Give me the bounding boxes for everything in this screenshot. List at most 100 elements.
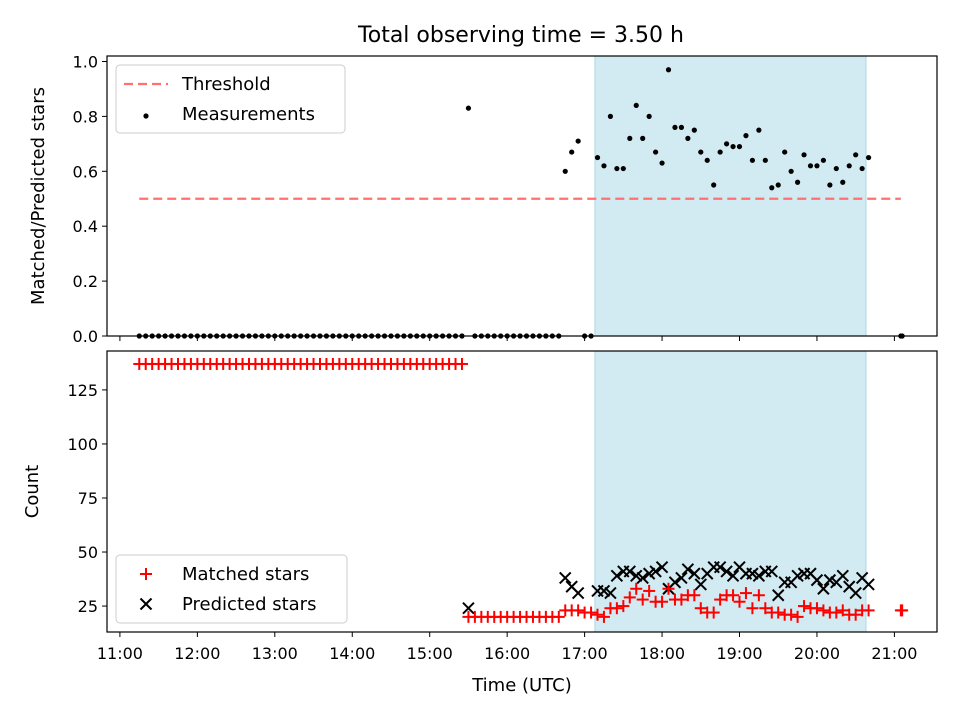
- observing-window-shade: [594, 56, 867, 336]
- matched-stars-marker: [752, 589, 765, 602]
- measurement-point: [833, 165, 839, 172]
- measurement-point: [594, 154, 601, 161]
- matched-stars-marker: [759, 602, 772, 615]
- predicted-stars-marker: [752, 569, 766, 583]
- predicted-stars-marker: [636, 571, 649, 585]
- top-y-tick-label: 0.6: [73, 162, 98, 181]
- predicted-stars-marker: [559, 571, 572, 585]
- bottom-y-tick-label: 75: [78, 489, 98, 508]
- measurement-point: [653, 149, 659, 155]
- measurement-point: [717, 149, 723, 155]
- predicted-stars-marker: [713, 560, 727, 574]
- measurement-point: [575, 138, 581, 144]
- matched-stars-marker: [714, 593, 727, 606]
- matched-stars-marker: [630, 582, 643, 595]
- x-tick-label: 16:00: [484, 644, 530, 663]
- bottom-legend: Matched stars Predicted stars: [115, 554, 348, 624]
- measurement-point: [807, 163, 814, 169]
- measurement-point: [820, 157, 827, 163]
- measurement-point: [827, 182, 833, 188]
- x-tick-label: 15:00: [407, 644, 453, 663]
- measurement-point: [691, 127, 697, 133]
- measurement-point: [756, 127, 762, 133]
- ratio-panel: 0.0 0.2 0.4 0.6 0.8 1.0 Matched/Predicted sta…: [28, 52, 938, 346]
- count-panel: 11:00 12:00 13:00 14:00 15:00 16:00 17:00 18:00…: [22, 350, 938, 696]
- matched-stars-marker: [836, 604, 849, 617]
- matched-stars-marker: [552, 610, 565, 623]
- measurement-point: [678, 124, 685, 130]
- measurement-point: [640, 135, 646, 141]
- measurement-point: [704, 157, 710, 163]
- measurement-point: [711, 182, 717, 188]
- predicted-stars-marker: [668, 576, 682, 589]
- matched-stars-marker: [810, 602, 823, 615]
- predicted-stars-marker: [681, 563, 695, 576]
- x-tick-label: 18:00: [639, 644, 685, 663]
- measurement-point: [788, 168, 794, 174]
- predicted-stars-marker: [610, 569, 624, 583]
- measurement-point: [614, 165, 620, 172]
- predicted-stars-marker: [765, 565, 778, 578]
- legend-measurements-swatch: [143, 113, 149, 119]
- measurement-point: [859, 165, 865, 172]
- matched-stars-marker: [707, 606, 720, 619]
- x-tick-label: 12:00: [174, 644, 220, 663]
- matched-stars-marker: [798, 600, 811, 613]
- matched-stars-marker: [746, 602, 759, 615]
- measurement-point: [840, 179, 846, 185]
- predicted-stars-marker: [726, 569, 740, 583]
- matched-stars-marker: [896, 604, 909, 617]
- x-tick-label: 11:00: [97, 644, 143, 663]
- matched-stars-marker: [733, 595, 746, 608]
- legend-measurements-label: Measurements: [182, 104, 315, 125]
- predicted-stars-marker: [623, 565, 636, 578]
- matched-stars-marker: [591, 608, 604, 621]
- bottom-y-axis-label: Count: [22, 465, 43, 518]
- measurement-point: [769, 185, 775, 191]
- measurement-point: [601, 163, 607, 169]
- measurement-point: [743, 133, 749, 139]
- figure-title: Total observing time = 3.50 h: [357, 23, 684, 48]
- legend-matched-label: Matched stars: [182, 564, 309, 585]
- measurement-point: [562, 168, 568, 174]
- x-tick-label: 13:00: [252, 644, 298, 663]
- measurement-point: [782, 149, 788, 155]
- predicted-stars-marker: [720, 565, 733, 578]
- matched-stars-marker: [772, 606, 785, 619]
- predicted-stars-marker: [649, 565, 662, 578]
- matched-stars-marker: [656, 595, 669, 608]
- top-y-tick-label: 1.0: [73, 52, 98, 71]
- x-tick-label: 20:00: [794, 644, 840, 663]
- top-observing-window-layer: [594, 56, 867, 336]
- bottom-legend-box: [115, 554, 348, 624]
- matched-stars-marker: [675, 593, 688, 606]
- top-y-tick-label: 0.2: [73, 272, 98, 291]
- measurement-point: [607, 113, 614, 119]
- predicted-stars-marker: [849, 586, 862, 600]
- measurement-point: [775, 182, 781, 188]
- top-legend: Threshold Measurements: [115, 64, 346, 134]
- top-y-axis-label: Matched/Predicted stars: [28, 87, 49, 305]
- matched-stars-marker: [572, 604, 585, 617]
- top-y-tick-label: 0.4: [73, 217, 98, 236]
- measurement-point: [762, 157, 768, 163]
- matched-stars-marker: [849, 608, 862, 621]
- matched-stars-marker: [623, 591, 636, 604]
- measurement-point: [659, 160, 665, 166]
- x-tick-label: 21:00: [871, 644, 917, 663]
- predicted-stars-marker: [694, 578, 707, 591]
- top-legend-box: [115, 64, 346, 134]
- measurement-point: [646, 113, 652, 119]
- legend-predicted-swatch: [139, 597, 153, 611]
- measurement-point: [620, 165, 626, 172]
- x-axis-label: Time (UTC): [471, 675, 572, 696]
- matched-stars-marker: [662, 582, 675, 595]
- predicted-stars-marker: [462, 602, 475, 615]
- predicted-stars-marker: [810, 573, 824, 587]
- measurement-point: [853, 152, 859, 158]
- measurement-point: [633, 102, 639, 109]
- matched-stars-marker: [585, 606, 598, 619]
- measurement-point: [814, 163, 820, 169]
- legend-threshold-label: Threshold: [181, 74, 271, 95]
